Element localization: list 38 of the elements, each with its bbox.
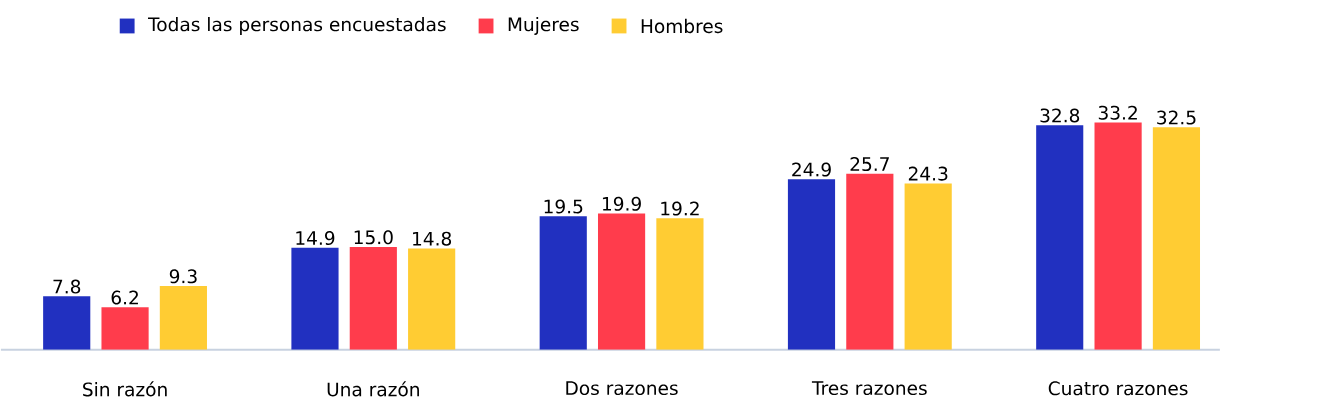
bar <box>349 246 397 350</box>
bar <box>101 307 149 350</box>
legend-label: Hombres <box>641 18 723 33</box>
bar <box>904 183 952 350</box>
bar <box>408 248 456 350</box>
data-label: 7.8 <box>53 279 81 294</box>
data-label: 14.8 <box>413 231 452 246</box>
bar <box>597 213 646 350</box>
bar <box>787 179 836 350</box>
x-tick-label: Cuatro razones <box>1048 381 1188 396</box>
data-label: 14.9 <box>296 230 335 245</box>
x-tick-label: Dos razones <box>566 381 678 395</box>
legend-label: Todas las personas encuestadas <box>148 16 446 35</box>
data-label: 19.9 <box>602 196 641 211</box>
bar <box>539 216 587 350</box>
data-label: 33.2 <box>1098 105 1137 120</box>
data-label: 6.2 <box>111 290 138 305</box>
data-label: 24.3 <box>908 166 948 181</box>
bar <box>1094 122 1142 350</box>
bar <box>159 285 207 350</box>
data-label: 9.3 <box>169 269 197 284</box>
data-label: 32.5 <box>1157 110 1196 125</box>
data-label: 25.7 <box>850 156 889 171</box>
data-label: 19.2 <box>661 201 699 216</box>
bar <box>656 218 704 350</box>
legend-label: Mujeres <box>508 16 579 35</box>
bar <box>43 296 91 350</box>
data-label: 19.5 <box>544 199 583 214</box>
bar <box>1036 125 1084 350</box>
x-tick-label: Sin razón <box>83 381 167 397</box>
x-tick-label: Una razón <box>327 381 419 397</box>
data-label: 32.8 <box>1040 108 1080 123</box>
data-label: 24.9 <box>792 162 831 177</box>
data-label: 15.0 <box>354 230 393 245</box>
bar <box>1152 127 1201 350</box>
bar <box>291 247 339 350</box>
x-tick-label: Tres razones <box>811 381 927 395</box>
bar <box>846 173 894 350</box>
